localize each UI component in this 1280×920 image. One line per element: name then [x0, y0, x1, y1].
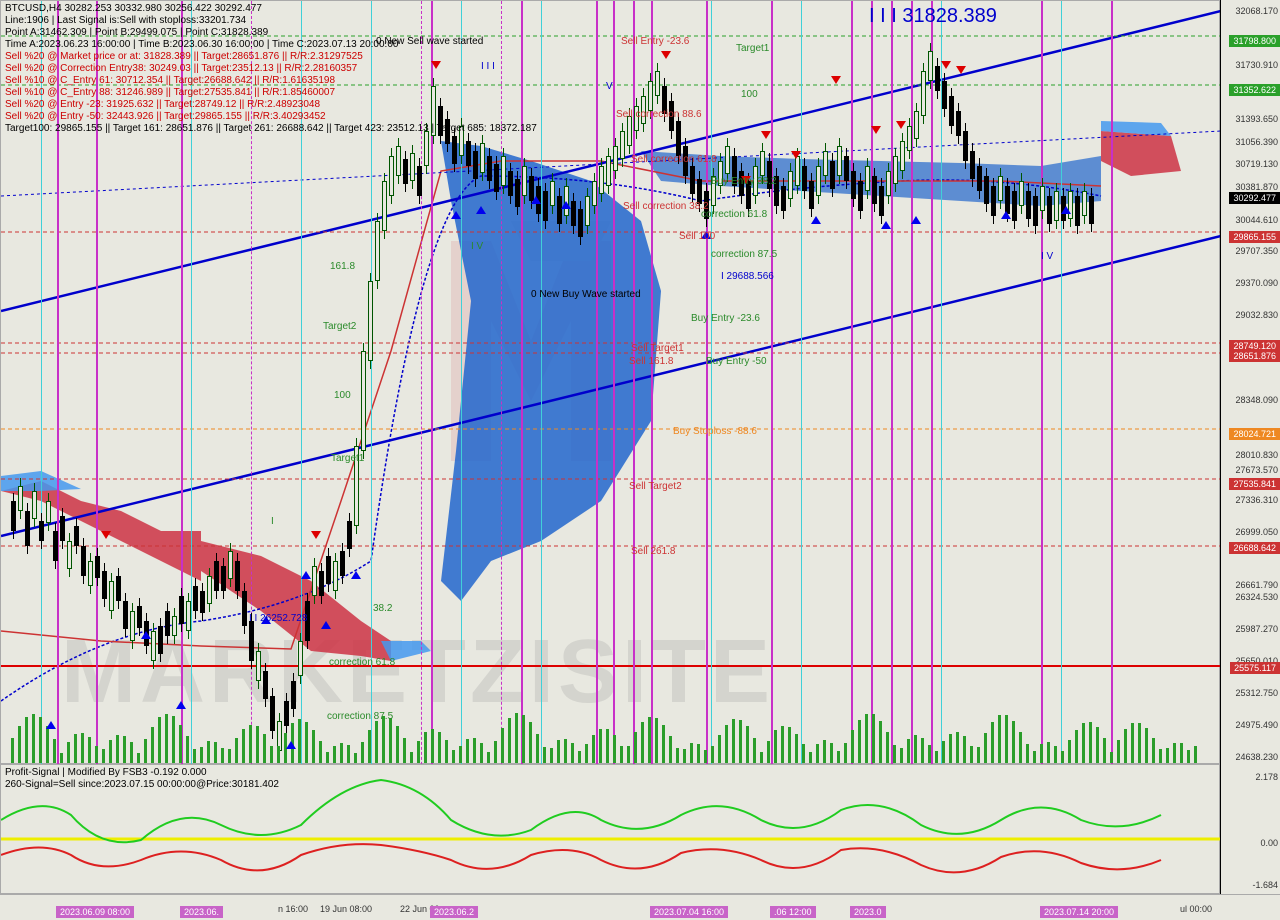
info-line: Sell %20 @ Entry -50: 32443.926 || Targe…	[5, 111, 326, 122]
indicator-lines	[1, 765, 1221, 895]
info-line: Sell %20 @ Market price or at: 31828.389…	[5, 51, 363, 62]
time-marker: 2023.06.2	[430, 906, 478, 918]
annotation: correction 61.8	[329, 657, 395, 668]
price-tick: 27336.310	[1235, 495, 1278, 505]
annotation: Sell 261.8	[631, 546, 675, 557]
price-tick: 25312.750	[1235, 688, 1278, 698]
price-marker: 25575.117	[1230, 662, 1280, 674]
indicator-tick: 2.178	[1255, 772, 1278, 782]
time-marker: 2023.06.09 08:00	[56, 906, 134, 918]
annotation: Buy Entry -23.6	[691, 313, 760, 324]
indicator-tick: 0.00	[1260, 838, 1278, 848]
price-tick: 28348.090	[1235, 395, 1278, 405]
annotation: Sell Target2	[629, 481, 682, 492]
annotation: 161.8	[330, 261, 355, 272]
annotation: I I I 31828.389	[869, 5, 997, 28]
time-marker: 2023.07.04 16:00	[650, 906, 728, 918]
annotation: correction 87.5	[711, 249, 777, 260]
time-tick: 19 Jun 08:00	[320, 904, 372, 914]
annotation: Sell correction 38.2	[623, 201, 709, 212]
price-tick: 26999.050	[1235, 527, 1278, 537]
annotation: Target1	[736, 43, 769, 54]
annotation: correction 87.5	[327, 711, 393, 722]
annotation: I	[271, 516, 274, 527]
time-tick: n 16:00	[278, 904, 308, 914]
price-tick: 27673.570	[1235, 465, 1278, 475]
info-line: Sell %20 @ Correction Entry38: 30249.03 …	[5, 63, 357, 74]
time-tick: ul 00:00	[1180, 904, 1212, 914]
time-marker: .06 12:00	[770, 906, 816, 918]
annotation: Sell Entry -23.6	[621, 36, 689, 47]
annotation: 0 New Sell wave started	[376, 36, 483, 47]
annotation: Sell 161.8	[629, 356, 673, 367]
annotation: Target2	[323, 321, 356, 332]
price-tick: 26661.790	[1235, 580, 1278, 590]
indicator-axis: 2.178 0.00 -1.684	[1220, 764, 1280, 894]
symbol-label: BTCUSD,H4 30282.253 30332.980 30256.422 …	[5, 3, 262, 14]
price-marker: 31352.622	[1229, 84, 1280, 96]
price-marker: 28024.721	[1229, 428, 1280, 440]
annotation: 100	[741, 89, 758, 100]
info-line: Point A:31462.309 | Point B:29499.075 | …	[5, 27, 268, 38]
price-marker: 28651.876	[1229, 350, 1280, 362]
price-tick: 31056.390	[1235, 137, 1278, 147]
annotation: 0 New Buy Wave started	[531, 289, 641, 300]
annotation: 38.2	[373, 603, 392, 614]
annotation: 100	[334, 390, 351, 401]
annotation: I V	[471, 241, 483, 252]
info-line: Sell %20 @ Entry -23: 31925.632 || Targe…	[5, 99, 320, 110]
price-axis: 32068.170 31730.910 31393.650 31056.390 3071…	[1220, 0, 1280, 764]
annotation: I 29688.566	[721, 271, 774, 282]
price-tick: 29707.350	[1235, 246, 1278, 256]
time-axis: n 16:0019 Jun 08:0022 Jun 00ul 00:00 202…	[0, 894, 1280, 920]
price-tick: 30381.870	[1235, 182, 1278, 192]
price-tick: 31730.910	[1235, 60, 1278, 70]
annotation: Buy Stoploss -88.6	[673, 426, 757, 437]
price-tick: 29370.090	[1235, 278, 1278, 288]
info-line: Sell %10 @ C_Entry 88: 31246.989 || Targ…	[5, 87, 335, 98]
annotation: Target1	[331, 453, 364, 464]
info-line: Line:1906 | Last Signal is:Sell with sto…	[5, 15, 246, 26]
annotation: correction 61.8	[701, 209, 767, 220]
price-tick: 32068.170	[1235, 6, 1278, 16]
indicator-tick: -1.684	[1252, 880, 1278, 890]
annotation: V	[606, 81, 613, 92]
annotation: Sell correction 61.8	[631, 154, 717, 165]
price-tick: 30719.130	[1235, 159, 1278, 169]
price-tick: 24975.490	[1235, 720, 1278, 730]
info-line: Sell %10 @ C_Entry 61: 30712.354 || Targ…	[5, 75, 335, 86]
annotation: Sell correction 88.6	[616, 109, 702, 120]
price-marker: 27535.841	[1229, 478, 1280, 490]
annotation: Buy Entry -50	[706, 356, 767, 367]
chart-container: MARKETZISITE	[0, 0, 1280, 920]
price-tick: 31393.650	[1235, 114, 1278, 124]
annotation: I I 26252.728	[249, 613, 307, 624]
info-line: Target100: 29865.155 || Target 161: 2865…	[5, 123, 537, 134]
info-line: Time A:2023.06.23 16:00:00 | Time B:2023…	[5, 39, 398, 50]
price-tick: 30044.610	[1235, 215, 1278, 225]
annotation: I V	[1041, 251, 1053, 262]
annotation: Sell 100	[679, 231, 715, 242]
annotation: Buy Entry 38.2	[711, 176, 777, 187]
price-marker: 30292.477	[1229, 192, 1280, 204]
price-tick: 26324.530	[1235, 592, 1278, 602]
price-tick: 24638.230	[1235, 752, 1278, 762]
price-tick: 25987.270	[1235, 624, 1278, 634]
time-marker: 2023.07.14 20:00	[1040, 906, 1118, 918]
annotation: I I I	[481, 61, 495, 72]
price-marker: 29865.155	[1229, 231, 1280, 243]
price-tick: 29032.830	[1235, 310, 1278, 320]
time-marker: 2023.06.	[180, 906, 223, 918]
price-marker: 31798.800	[1229, 35, 1280, 47]
indicator-panel[interactable]: Profit-Signal | Modified By FSB3 -0.192 …	[0, 764, 1220, 894]
main-chart[interactable]: MARKETZISITE	[0, 0, 1220, 764]
annotation: Sell Target1	[631, 343, 684, 354]
price-marker: 26688.642	[1229, 542, 1280, 554]
price-tick: 28010.830	[1235, 450, 1278, 460]
time-marker: 2023.0	[850, 906, 886, 918]
